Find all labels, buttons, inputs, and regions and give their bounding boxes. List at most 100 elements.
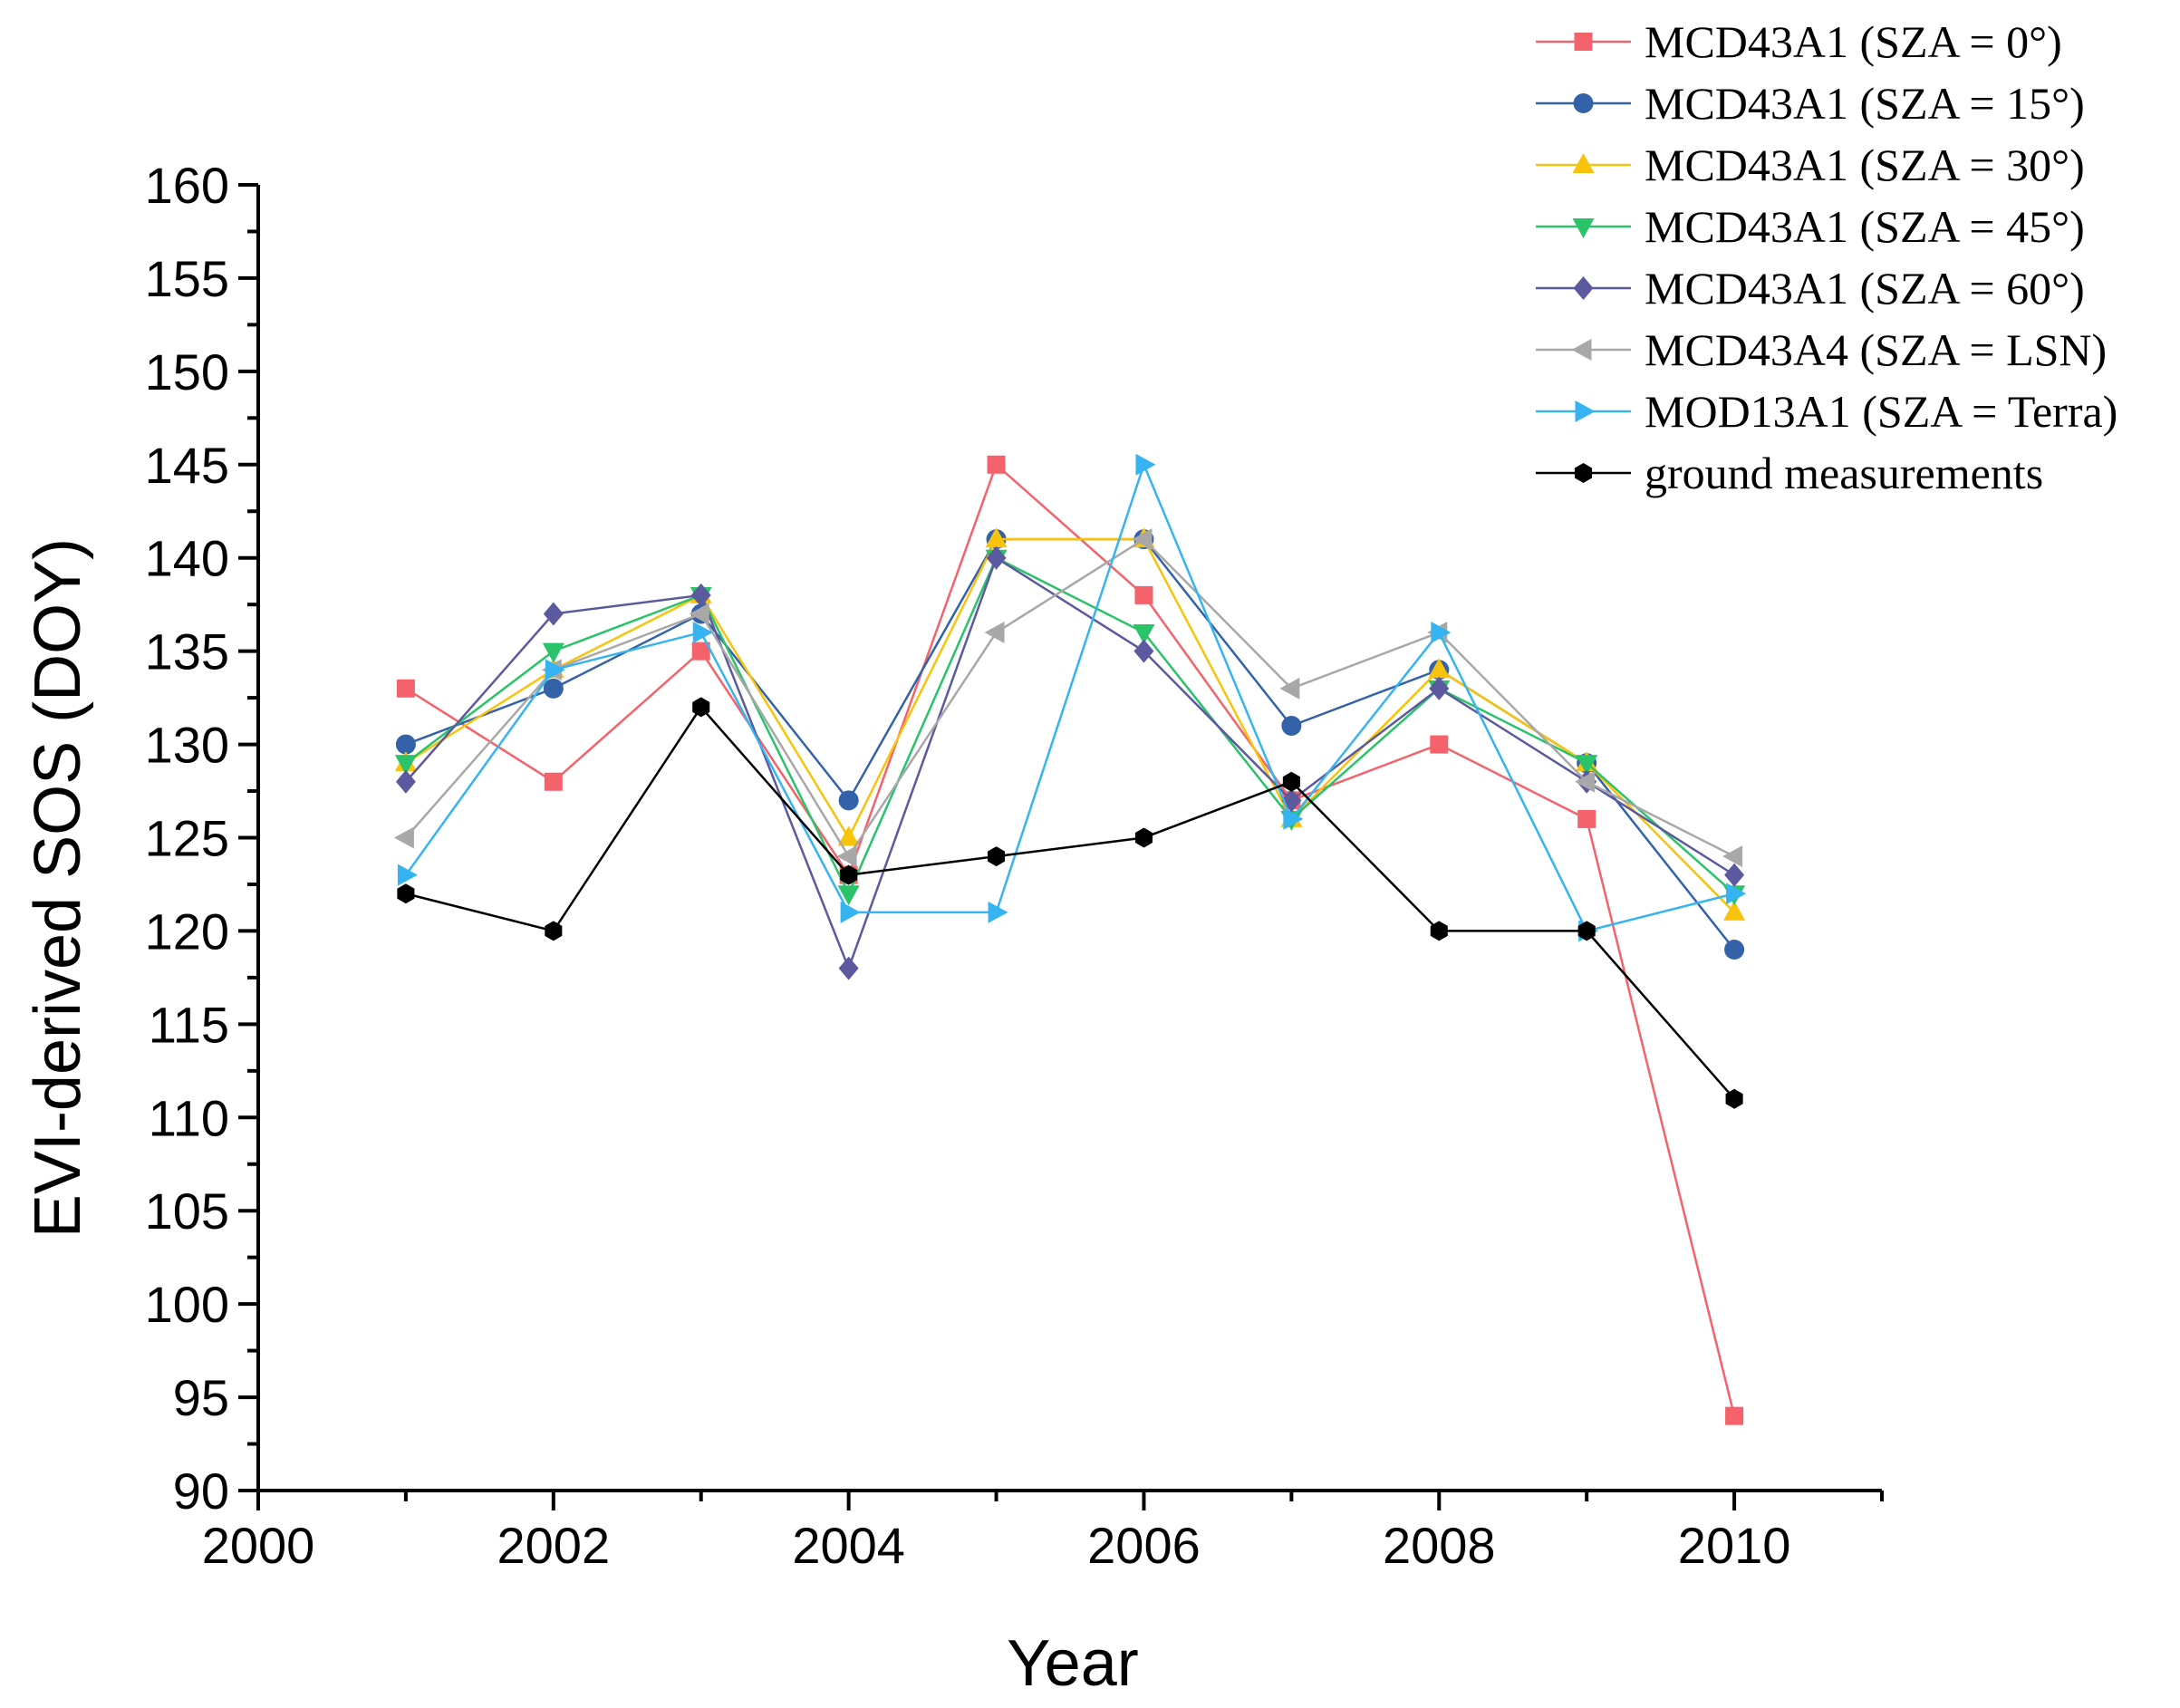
legend-label: MCD43A1 (SZA = 15°) <box>1645 78 2085 129</box>
data-point <box>544 772 563 791</box>
y-tick-label: 120 <box>145 902 229 960</box>
x-axis-title: Year <box>1007 1627 1138 1700</box>
data-point <box>838 790 859 811</box>
legend-item: MOD13A1 (SZA = Terra) <box>1536 386 2117 437</box>
legend-item: ground measurements <box>1536 448 2043 498</box>
data-point <box>1133 624 1155 645</box>
legend: MCD43A1 (SZA = 0°) MCD43A1 (SZA = 15°) MCD… <box>1536 16 2117 498</box>
data-point <box>692 622 713 644</box>
series-5 <box>393 528 1743 868</box>
legend-label: MCD43A1 (SZA = 0°) <box>1645 16 2062 67</box>
data-point <box>1430 921 1448 941</box>
data-point <box>988 901 1008 923</box>
data-point <box>1726 883 1747 905</box>
data-point <box>1577 921 1596 941</box>
series-line <box>405 556 1735 897</box>
y-tick-label: 160 <box>145 157 229 214</box>
data-point <box>1428 658 1451 679</box>
data-point <box>1283 807 1304 830</box>
legend-label: MCD43A1 (SZA = 30°) <box>1645 140 2085 190</box>
axes: 90 95 100 105 110 115 120 125 130 135 140 145 150 155… <box>145 157 1884 1574</box>
legend-item: MCD43A1 (SZA = 60°) <box>1536 263 2085 314</box>
legend-marker <box>1573 276 1594 300</box>
data-point <box>987 455 1006 474</box>
data-point <box>838 956 859 980</box>
series-3 <box>394 549 1746 906</box>
data-point <box>1725 1406 1744 1425</box>
y-tick-label: 135 <box>145 623 229 680</box>
legend-marker <box>1572 218 1595 238</box>
data-point <box>689 603 709 625</box>
data-point <box>1724 863 1745 887</box>
series-line <box>404 461 1735 932</box>
series-6 <box>397 453 1747 942</box>
data-point <box>393 826 414 849</box>
data-point <box>1134 585 1153 604</box>
y-tick-label: 115 <box>149 996 229 1053</box>
data-point <box>840 864 858 885</box>
legend-marker <box>1575 400 1596 422</box>
data-point <box>1431 622 1452 644</box>
data-point <box>397 864 418 886</box>
data-point <box>690 583 711 607</box>
data-point <box>545 659 565 681</box>
legend-marker <box>1574 463 1593 483</box>
data-point <box>395 734 416 755</box>
legend-label: MCD43A1 (SZA = 60°) <box>1645 263 2085 314</box>
data-point <box>1577 809 1596 828</box>
data-point <box>1282 771 1300 792</box>
y-tick-label: 130 <box>145 717 229 774</box>
series-7 <box>397 697 1743 1109</box>
y-tick-label: 105 <box>145 1182 229 1240</box>
data-point <box>1132 528 1153 551</box>
y-tick-label: 155 <box>145 250 229 307</box>
data-point <box>985 527 1008 548</box>
legend-marker <box>1573 93 1594 113</box>
x-tick-label: 2010 <box>1678 1517 1791 1574</box>
legend-label: ground measurements <box>1645 448 2043 498</box>
legend-item: MCD43A1 (SZA = 15°) <box>1536 78 2085 129</box>
legend-item: MCD43A4 (SZA = LSN) <box>1536 324 2107 375</box>
data-point <box>543 602 564 626</box>
series-line <box>404 555 1735 972</box>
x-tick-label: 2000 <box>202 1517 315 1574</box>
data-point <box>545 921 563 941</box>
data-point <box>396 679 415 698</box>
legend-label: MCD43A4 (SZA = LSN) <box>1645 324 2107 375</box>
legend-marker <box>1574 33 1593 51</box>
data-point <box>837 885 860 906</box>
data-point <box>543 678 564 699</box>
data-point <box>1430 735 1449 754</box>
series-line <box>405 537 1735 913</box>
legend-marker <box>1571 339 1592 361</box>
data-point <box>1134 827 1153 848</box>
data-point <box>1575 770 1596 793</box>
data-point <box>1576 755 1598 776</box>
legend-label: MOD13A1 (SZA = Terra) <box>1645 386 2117 437</box>
y-tick-label: 110 <box>149 1089 229 1146</box>
data-point <box>1429 676 1450 700</box>
data-point <box>837 825 860 846</box>
data-point <box>394 755 417 776</box>
series-4 <box>395 545 1745 980</box>
data-point <box>1279 677 1300 700</box>
data-point <box>542 642 564 663</box>
y-tick-label: 125 <box>145 810 229 867</box>
y-tick-label: 145 <box>145 437 229 494</box>
y-tick-label: 90 <box>173 1462 229 1520</box>
data-point <box>1724 940 1745 960</box>
legend-item: MCD43A1 (SZA = 30°) <box>1536 140 2085 190</box>
y-tick-label: 150 <box>145 343 229 400</box>
series-layer <box>393 453 1747 1425</box>
legend-label: MCD43A1 (SZA = 45°) <box>1645 201 2085 252</box>
data-point <box>986 545 1007 570</box>
y-tick-label: 100 <box>145 1276 229 1333</box>
data-point <box>1133 639 1154 663</box>
data-point <box>1135 453 1156 476</box>
x-tick-label: 2002 <box>497 1517 611 1574</box>
legend-item: MCD43A1 (SZA = 0°) <box>1536 16 2062 67</box>
data-point <box>1722 845 1743 868</box>
legend-item: MCD43A1 (SZA = 45°) <box>1536 201 2085 252</box>
series-line <box>405 537 1736 950</box>
x-tick-label: 2004 <box>792 1517 905 1574</box>
